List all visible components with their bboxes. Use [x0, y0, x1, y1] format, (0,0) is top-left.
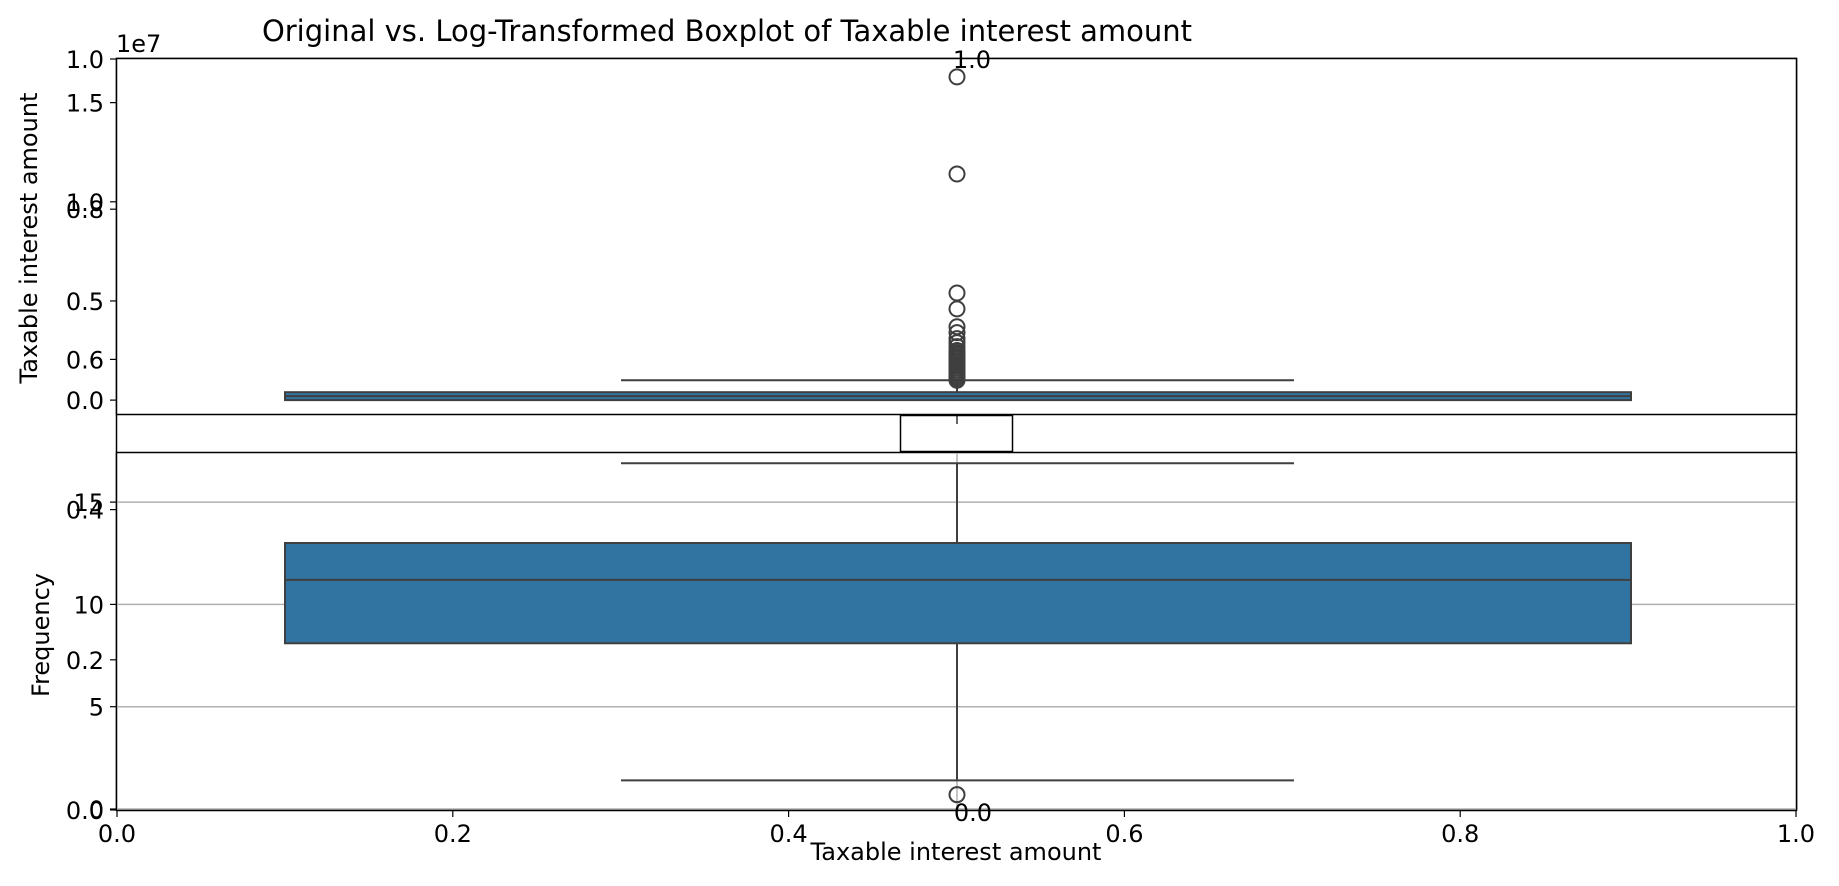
original-y-ticks: 0.0 0.5 1.0 1.5	[66, 90, 117, 415]
y-offset-label: 1e7	[116, 30, 161, 58]
x-tick-label: 0.4	[770, 820, 808, 848]
original-outlier-point	[948, 324, 966, 342]
original-y-tick-label: 0.0	[66, 387, 104, 415]
original-y-tick-label: 1.0	[66, 189, 104, 217]
log-y-ticks: 0 5 10 15	[73, 489, 117, 824]
outer-axes: 0.0 0.2 0.4 0.6 0.8 1.0 0.00.20.40.60.81.0 Ta…	[27, 46, 1815, 866]
original-y-tick-label: 0.5	[66, 288, 104, 316]
log-panel: 0 5 10 15	[73, 451, 1798, 824]
log-y-tick-label: 15	[73, 489, 104, 517]
x-tick-label: 1.0	[1777, 820, 1815, 848]
x-tick-label: 0.6	[1105, 820, 1143, 848]
original-panel: 1e7 0.0 0.5 1.0 1.5 Taxable interest amount	[15, 30, 1798, 416]
log-box	[284, 542, 1632, 645]
y-tick-label: 0.8	[66, 196, 104, 224]
y-tick-label: 0.0	[66, 797, 104, 825]
y-tick-label: 0.6	[66, 346, 104, 374]
original-outlier-point	[948, 284, 966, 302]
original-y-tick-label: 1.5	[66, 90, 104, 118]
inset-top-tick-label: 1.0	[953, 46, 991, 74]
chart-title: Original vs. Log-Transformed Boxplot of …	[262, 14, 1192, 48]
outer-y-axis-label: Frequency	[27, 573, 55, 697]
outer-x-ticks: 0.0 0.2 0.4 0.6 0.8 1.0	[98, 810, 1815, 848]
original-outlier-point	[948, 68, 966, 86]
x-tick-label: 0.2	[434, 820, 472, 848]
original-outlier-point	[948, 318, 966, 336]
log-y-tick-label: 10	[73, 591, 104, 619]
inset-bottom-tick-label: 0.0	[954, 799, 992, 827]
inset-axes: 1.0 0.0	[899, 46, 1014, 827]
log-outlier-point	[948, 786, 966, 804]
y-tick-label: 0.2	[66, 647, 104, 675]
y-tick-label: 1.0	[66, 46, 104, 74]
x-axis-label: Taxable interest amount	[810, 838, 1102, 866]
y-tick-label: 0.4	[66, 497, 104, 525]
outer-y-ticks: 0.00.20.40.60.81.0	[66, 46, 117, 825]
original-boxplot	[284, 68, 1632, 402]
log-y-tick-label: 0	[89, 796, 104, 824]
log-boxplot	[284, 462, 1632, 804]
log-y-tick-label: 5	[89, 694, 104, 722]
x-tick-label: 0.0	[98, 820, 136, 848]
original-outlier-point	[948, 330, 966, 348]
original-y-axis-label: Taxable interest amount	[15, 93, 43, 385]
x-tick-label: 0.8	[1441, 820, 1479, 848]
original-outlier-point	[948, 165, 966, 183]
